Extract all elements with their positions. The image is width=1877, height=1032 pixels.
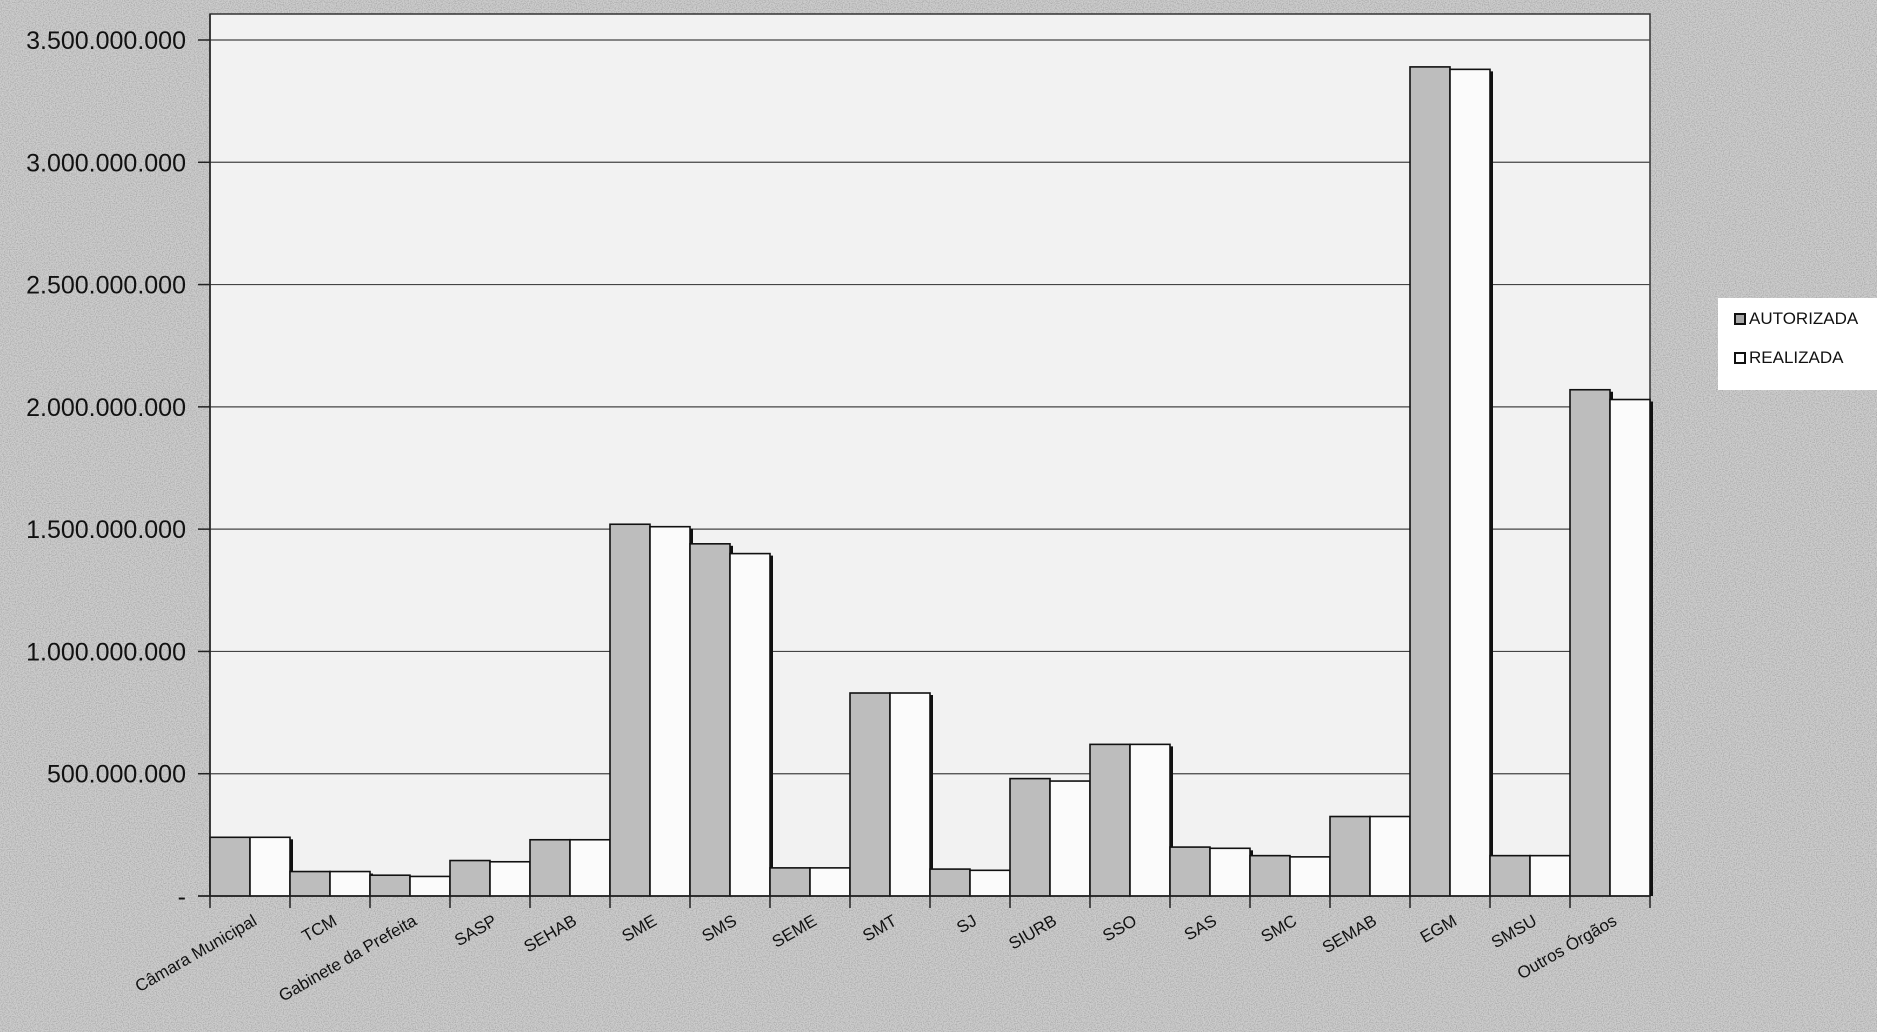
axes (198, 14, 1651, 908)
x-tick-label: SMC (1258, 911, 1300, 946)
bar-realizada (1289, 856, 1331, 897)
legend-item-autorizada: AUTORIZADA (1734, 308, 1858, 330)
legend-swatch-autorizada (1734, 313, 1746, 325)
x-tick-label: SMT (859, 911, 900, 945)
x-tick-label: SJ (953, 911, 980, 937)
legend-label-realizada: REALIZADA (1749, 348, 1844, 367)
x-tick-label: Câmara Municipal (132, 911, 260, 996)
bar-realizada (1049, 780, 1091, 897)
bar-realizada (489, 860, 531, 897)
x-tick-label: SME (619, 911, 660, 946)
x-tick-label: Gabinete da Prefeita (275, 911, 420, 1006)
bar-autorizada (609, 523, 651, 897)
x-tick-label: SEME (769, 911, 820, 952)
y-tick-label: 2.500.000.000 (26, 272, 186, 300)
x-tick-label: TCM (299, 911, 340, 946)
y-tick-label: 2.000.000.000 (26, 394, 186, 422)
bar-autorizada (929, 868, 971, 897)
bar-autorizada (289, 870, 331, 897)
x-tick-label: EGM (1417, 911, 1460, 947)
x-tick-label: SMS (699, 911, 740, 946)
y-tick-label: - (178, 883, 186, 911)
y-tick-label: 1.500.000.000 (26, 516, 186, 544)
x-tick-label: SMSU (1488, 911, 1540, 952)
x-tick-label: SEMAB (1319, 911, 1380, 957)
bar-autorizada (1089, 743, 1131, 897)
bar-autorizada (1009, 777, 1051, 897)
bar-realizada (969, 869, 1011, 897)
bar-realizada (329, 870, 371, 897)
bar-autorizada (529, 838, 571, 897)
x-tick-label: SAS (1181, 911, 1220, 944)
bar-realizada (569, 838, 611, 897)
bar-realizada (889, 692, 931, 897)
bar-realizada (729, 552, 771, 897)
legend-swatch-realizada (1734, 352, 1746, 364)
y-tick-label: 3.500.000.000 (26, 27, 186, 55)
bar-realizada (1129, 743, 1171, 897)
bar-realizada (809, 867, 851, 897)
y-tick-label: 3.000.000.000 (26, 149, 186, 177)
y-axis-tick-labels: - 500.000.000 1.000.000.000 1.500.000.000 2.… (26, 27, 186, 911)
x-tick-label: SEHAB (521, 911, 580, 956)
bar-autorizada (1569, 388, 1611, 897)
x-tick-label: SSO (1099, 911, 1140, 945)
bar-realizada (1209, 847, 1251, 897)
bar-realizada (1529, 854, 1571, 897)
bar-autorizada (849, 692, 891, 897)
bar-autorizada (1409, 66, 1451, 897)
legend: AUTORIZADA REALIZADA (1718, 298, 1877, 390)
bar-autorizada (369, 874, 411, 897)
bar-autorizada (1249, 854, 1291, 897)
x-tick-label: SASP (451, 911, 500, 950)
bar-realizada (1609, 398, 1651, 897)
legend-label-autorizada: AUTORIZADA (1749, 309, 1859, 328)
y-tick-label: 500.000.000 (47, 761, 186, 789)
bar-realizada (249, 836, 291, 897)
legend-item-realizada: REALIZADA (1734, 347, 1843, 369)
bar-autorizada (1329, 815, 1371, 897)
bar-realizada (1449, 68, 1491, 897)
bar-autorizada (689, 543, 731, 897)
bar-autorizada (209, 836, 251, 897)
y-tick-label: 1.000.000.000 (26, 638, 186, 666)
bar-realizada (649, 525, 691, 897)
bar-realizada (1369, 815, 1411, 897)
bar-autorizada (769, 867, 811, 897)
bar-autorizada (1169, 846, 1211, 897)
bar-realizada (409, 875, 451, 897)
bar-autorizada (449, 859, 491, 897)
bar-autorizada (1489, 854, 1531, 897)
x-tick-label: SIURB (1005, 911, 1060, 953)
